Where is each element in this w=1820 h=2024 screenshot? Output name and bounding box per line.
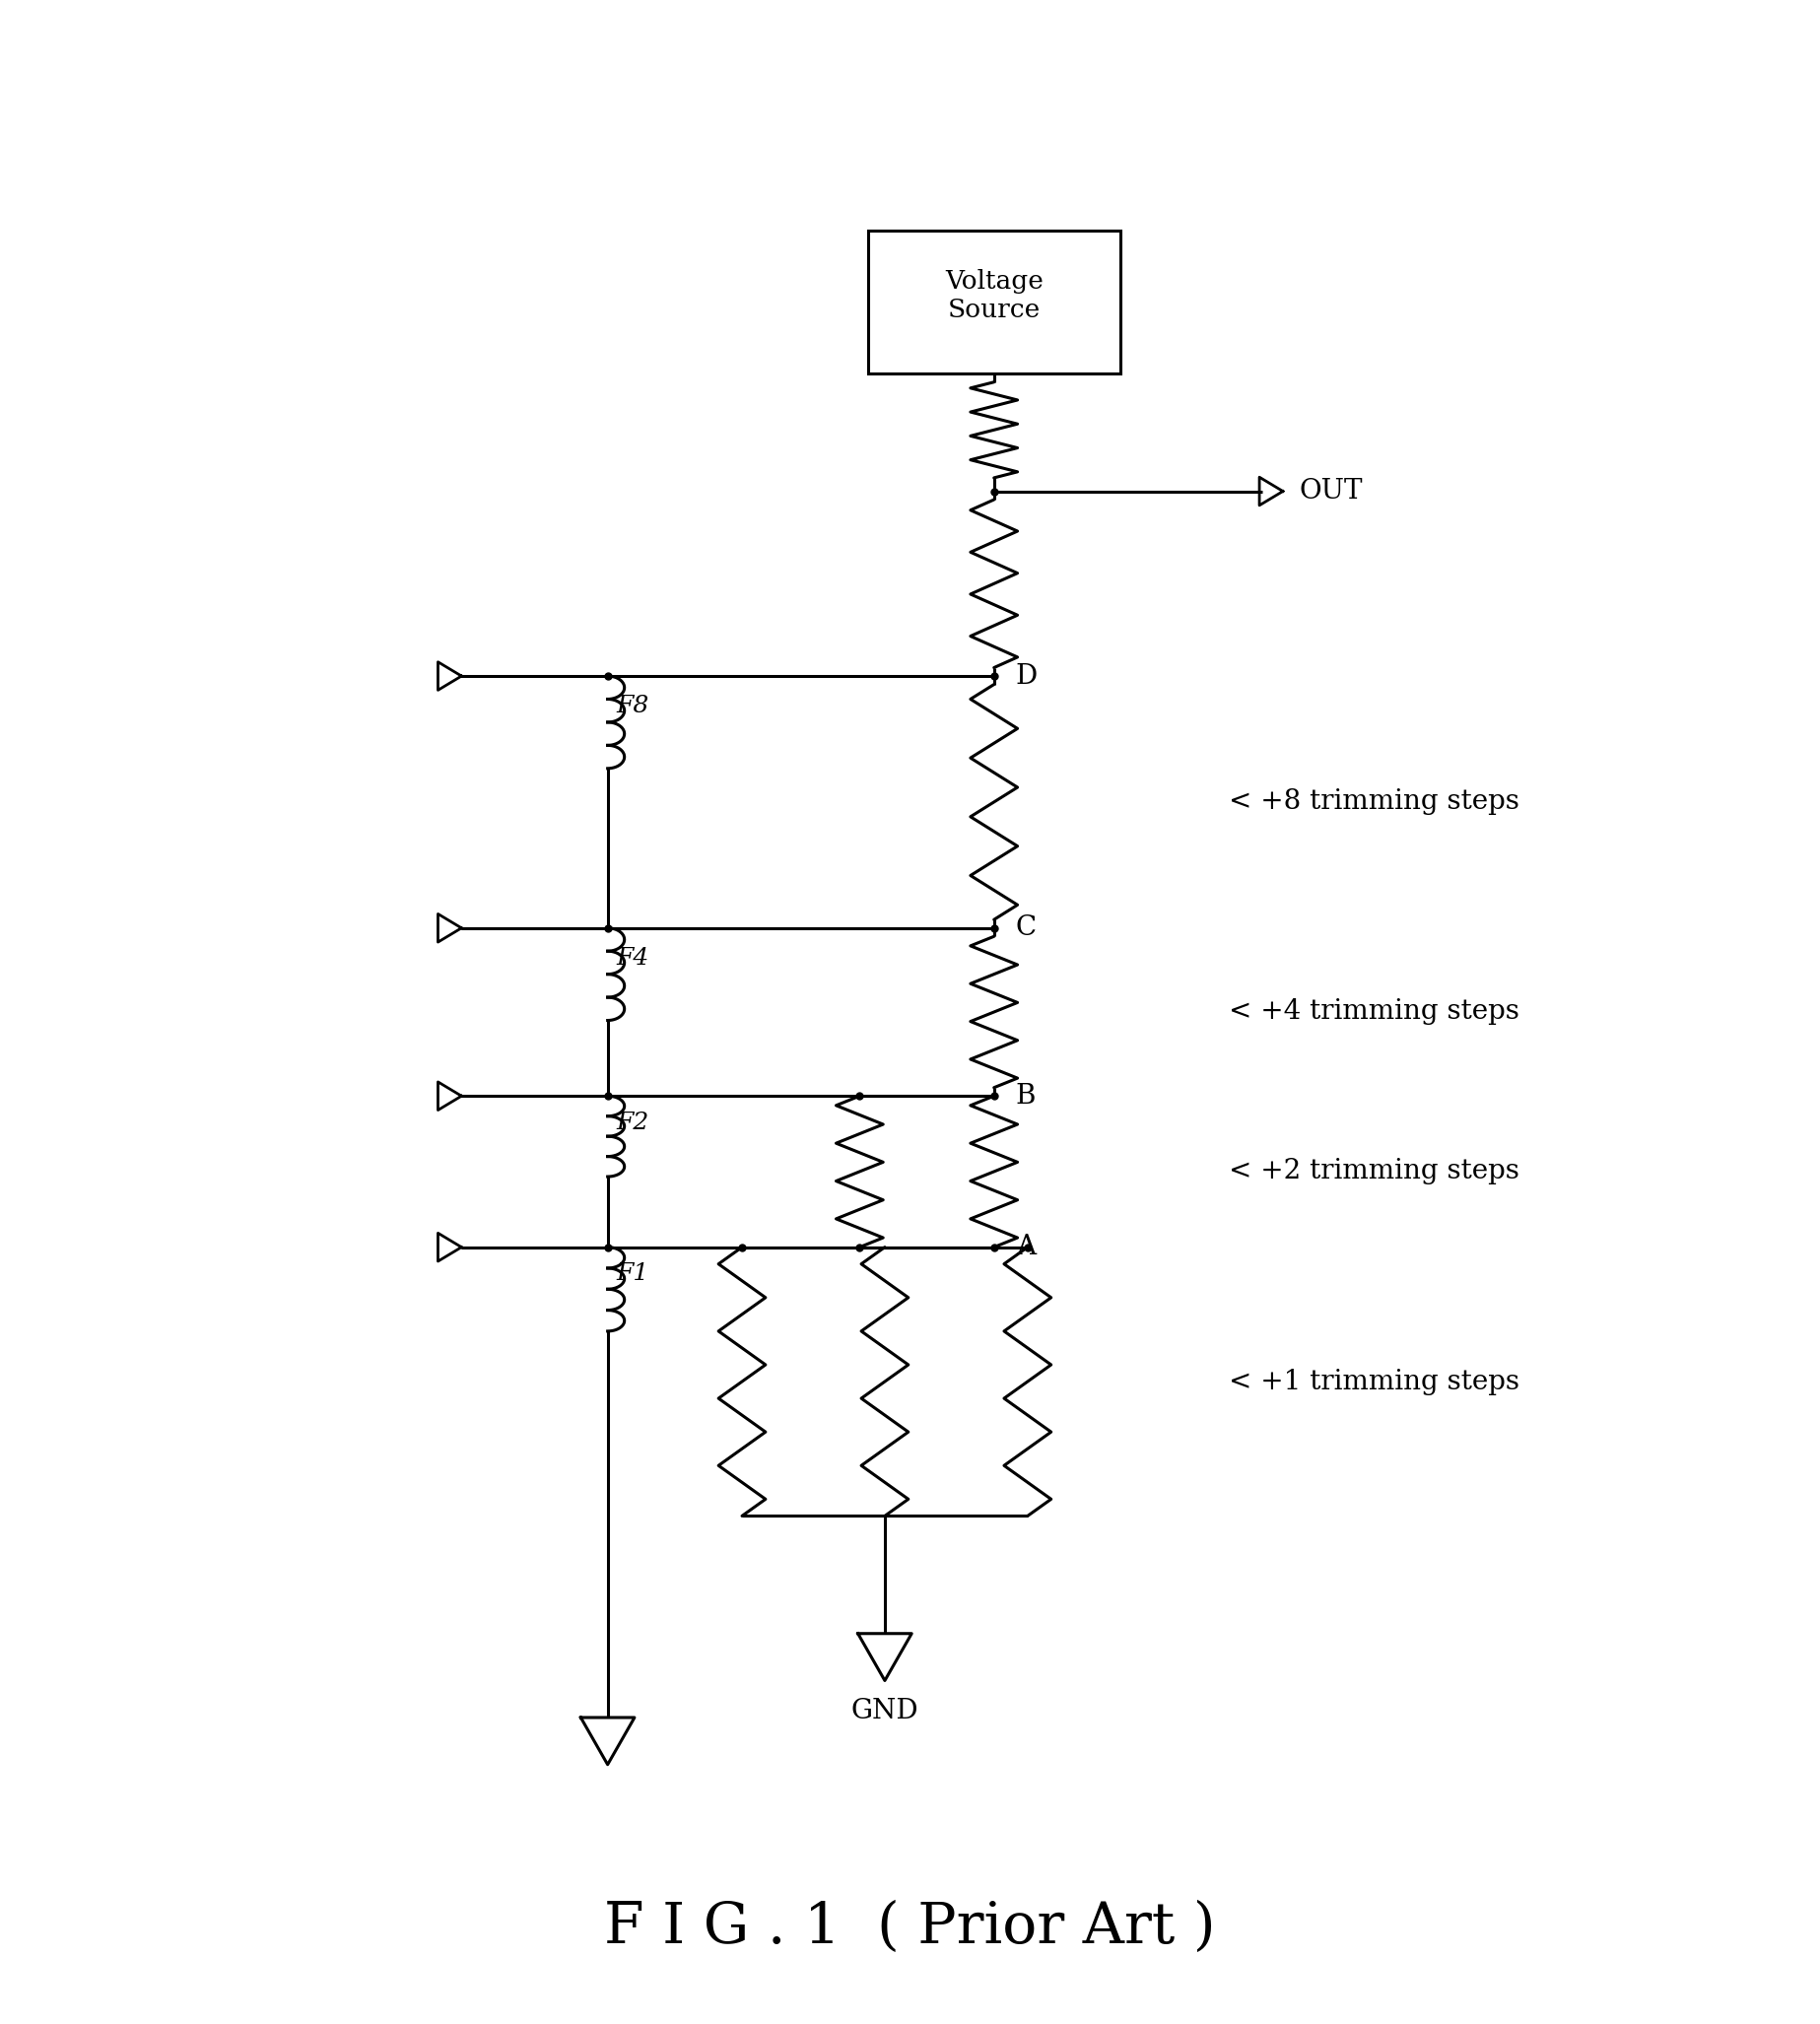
Text: < +1 trimming steps: < +1 trimming steps [1228,1368,1520,1395]
Text: F I G . 1  ( Prior Art ): F I G . 1 ( Prior Art ) [604,1901,1216,1955]
Text: Voltage
Source: Voltage Source [945,269,1043,322]
Text: < +8 trimming steps: < +8 trimming steps [1228,789,1520,816]
Text: GND: GND [852,1698,919,1724]
Text: B: B [1016,1083,1036,1109]
Text: < +2 trimming steps: < +2 trimming steps [1228,1158,1520,1184]
Text: C: C [1016,915,1037,941]
Text: F8: F8 [615,694,648,719]
FancyBboxPatch shape [868,231,1119,374]
Text: A: A [1016,1235,1036,1261]
Text: F1: F1 [615,1263,648,1285]
Text: F2: F2 [615,1111,648,1133]
Text: < +4 trimming steps: < +4 trimming steps [1228,998,1520,1026]
Text: D: D [1016,662,1037,690]
Text: OUT: OUT [1299,478,1363,504]
Text: F4: F4 [615,947,648,969]
